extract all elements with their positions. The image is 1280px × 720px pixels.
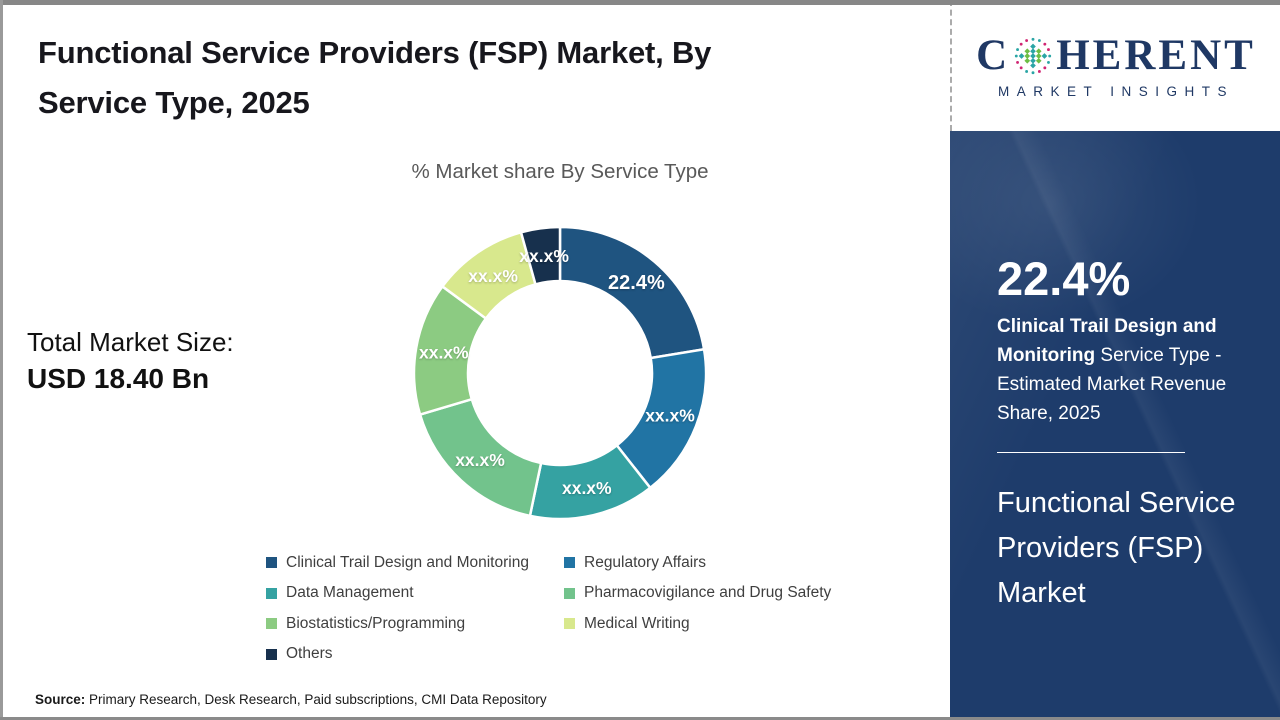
slide-border-top: [0, 0, 1280, 5]
total-market-size: Total Market Size: USD 18.40 Bn: [27, 324, 234, 398]
legend-label: Medical Writing: [584, 614, 690, 632]
stat-description: Clinical Trail Design and Monitoring Ser…: [997, 312, 1235, 428]
logo-word-rest: HERENT: [1056, 31, 1256, 79]
highlight-sidebar: 22.4% Clinical Trail Design and Monitori…: [950, 131, 1280, 720]
legend-label: Biostatistics/Programming: [286, 614, 466, 632]
slide-border-bottom: [0, 717, 1280, 720]
legend-swatch: [266, 587, 277, 599]
donut-segment: [519, 225, 562, 286]
legend-item: Data Management: [266, 583, 564, 604]
segment-label: xx.x%: [419, 343, 469, 363]
globe-icon: [1015, 37, 1052, 74]
donut-chart: 22.4%xx.x%xx.x%xx.x%xx.x%xx.x%xx.x%: [412, 225, 708, 521]
sidebar-content: 22.4% Clinical Trail Design and Monitori…: [997, 131, 1247, 616]
stat-description-bold: Clinical Trail Design and Monitoring: [997, 316, 1217, 366]
legend-label: Regulatory Affairs: [584, 553, 707, 571]
legend-label: Data Management: [286, 584, 414, 601]
source-label: Source:: [35, 692, 86, 707]
sidebar-divider: [997, 452, 1185, 453]
chart-title: % Market share By Service Type: [411, 160, 709, 183]
chart-legend: Clinical Trail Design and Monitoring Regu…: [266, 552, 831, 665]
segment-label: xx.x%: [562, 478, 612, 498]
total-market-label: Total Market Size:: [27, 327, 234, 357]
legend-swatch: [266, 557, 277, 568]
legend-label: Others: [286, 645, 333, 662]
legend-item: Clinical Trail Design and Monitoring: [266, 552, 564, 573]
segment-label: xx.x%: [519, 246, 569, 266]
segment-label: xx.x%: [468, 266, 518, 286]
legend-item: Others: [266, 644, 564, 665]
stat-description-rest: Service Type - Estimated Market Revenue …: [997, 345, 1227, 424]
legend-label: Clinical Trail Design and Monitoring: [286, 553, 529, 571]
slide-border-left: [0, 0, 3, 720]
legend-swatch: [564, 557, 575, 568]
legend-swatch: [266, 618, 277, 629]
legend-item: Biostatistics/Programming: [266, 613, 564, 634]
segment-label: xx.x%: [645, 406, 695, 426]
source-text: Primary Research, Desk Research, Paid su…: [85, 692, 547, 707]
market-name: Functional Service Providers (FSP) Marke…: [997, 487, 1236, 609]
legend-item: Regulatory Affairs: [564, 552, 831, 573]
legend-item: Medical Writing: [564, 613, 831, 634]
page-title-line1: Functional Service Providers (FSP) Marke…: [38, 35, 712, 70]
logo-wordmark: C HERENT: [976, 31, 1256, 79]
total-market-value: USD 18.40 Bn: [27, 363, 210, 394]
segment-label: xx.x%: [455, 450, 505, 470]
segment-label: 22.4%: [608, 272, 665, 294]
legend-label: Pharmacovigilance and Drug Safety: [584, 584, 832, 601]
company-logo: C HERENT MARKET INSIGHTS: [950, 0, 1280, 131]
legend-swatch: [564, 618, 575, 629]
logo-letter-c: C: [976, 31, 1011, 79]
legend-swatch: [564, 587, 575, 599]
source-note: Source: Primary Research, Desk Research,…: [35, 692, 547, 707]
legend-item: Pharmacovigilance and Drug Safety: [564, 583, 831, 604]
legend-swatch: [266, 648, 277, 660]
stat-value: 22.4%: [997, 252, 1131, 305]
page-title-line2: Service Type, 2025: [38, 85, 310, 120]
logo-subtitle: MARKET INSIGHTS: [997, 83, 1235, 99]
page-title: Functional Service Providers (FSP) Marke…: [38, 28, 938, 128]
